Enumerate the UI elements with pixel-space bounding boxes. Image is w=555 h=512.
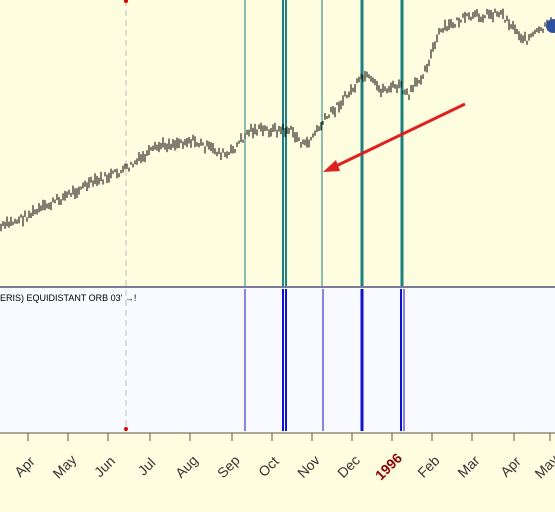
time-axis-panel (0, 434, 555, 512)
cursor-dot (124, 0, 128, 3)
arrow (333, 102, 466, 169)
signal-lines (244, 0, 405, 431)
indicator-panel (0, 288, 555, 432)
indicator-label: ERIS) EQUIDISTANT ORB 03' →! (0, 293, 136, 303)
price-panel (0, 0, 555, 286)
arrow-head (323, 160, 340, 172)
price-bars (0, 8, 554, 232)
scroll-button[interactable] (546, 19, 555, 33)
cursor-dot (124, 427, 128, 431)
